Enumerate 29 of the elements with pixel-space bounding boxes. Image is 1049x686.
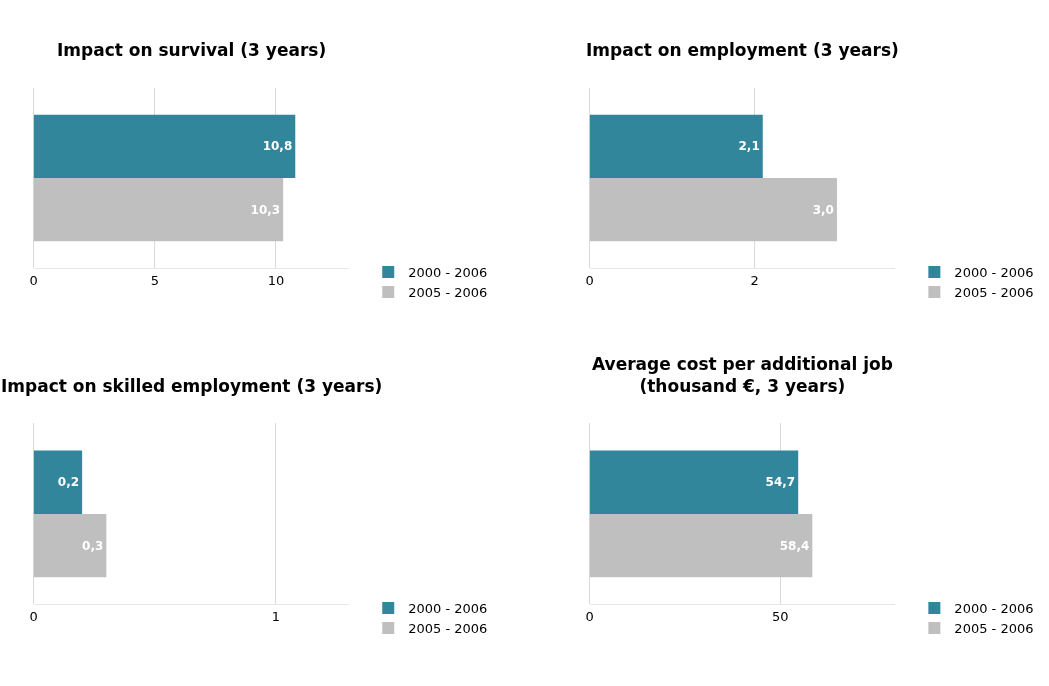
x-tick-label: 0 xyxy=(29,608,38,624)
data-label: 0,2 xyxy=(57,475,80,490)
legend-label: 2000 - 2006 xyxy=(954,601,1034,617)
chart-title: Average cost per additional job (thousand €, 3 years) xyxy=(592,354,893,397)
data-label: 58,4 xyxy=(779,538,810,553)
x-tick-label: 5 xyxy=(150,273,159,288)
x-tick-label: 1 xyxy=(271,608,281,624)
legend-label: 2000 - 2006 xyxy=(408,265,488,281)
legend-label: 2005 - 2006 xyxy=(408,621,488,636)
x-tick-label: 50 xyxy=(772,608,789,624)
data-label: 10,8 xyxy=(262,139,293,154)
legend-label: 2000 - 2006 xyxy=(954,265,1034,281)
legend-label: 2005 - 2006 xyxy=(954,285,1034,301)
chart-title: Impact on skilled employment (3 years) xyxy=(1,376,383,396)
data-label: 10,3 xyxy=(250,202,281,217)
legend-label: 2005 - 2006 xyxy=(408,285,488,301)
data-label: 3,0 xyxy=(812,202,834,217)
chart-title: Impact on employment (3 years) xyxy=(586,40,899,60)
x-tick-label: 10 xyxy=(267,273,285,288)
data-label: 2,1 xyxy=(738,139,760,154)
x-tick-label: 0 xyxy=(585,273,594,288)
data-label: 0,3 xyxy=(82,538,104,553)
legend-label: 2005 - 2006 xyxy=(954,621,1034,636)
legend-label: 2000 - 2006 xyxy=(408,601,488,617)
chart-title: Impact on survival (3 years) xyxy=(57,40,327,60)
x-tick-label: 0 xyxy=(29,273,38,288)
data-label: 54,7 xyxy=(765,475,796,490)
x-tick-label: 0 xyxy=(585,608,594,624)
x-tick-label: 2 xyxy=(750,273,759,288)
